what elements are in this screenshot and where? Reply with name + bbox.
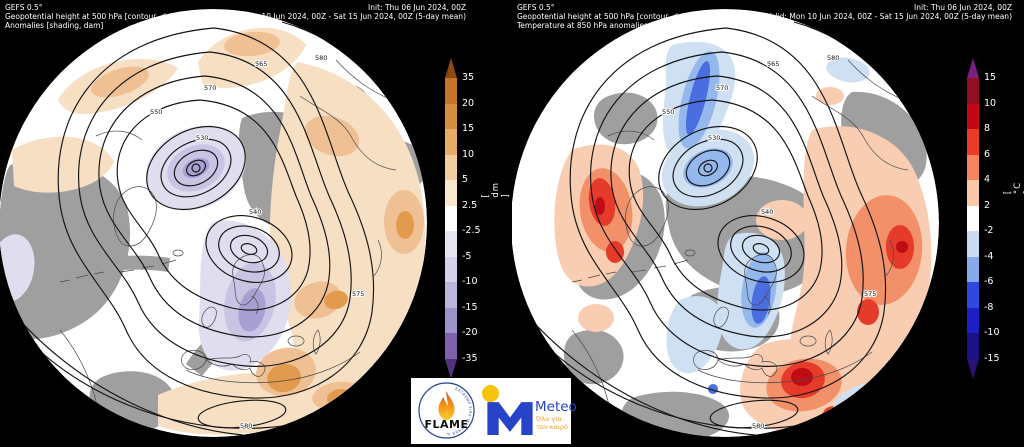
colorbar-segment xyxy=(967,58,979,78)
colorbar-segment xyxy=(445,78,457,104)
colorbar-tick-label: -2 xyxy=(984,225,994,236)
colorbar-segment xyxy=(967,103,979,129)
field-label: Geopotential height at 500 hPa [contour,… xyxy=(5,12,181,21)
valid-time: Valid: Mon 10 Jun 2024, 00Z - Sat 15 Jun… xyxy=(766,12,1012,21)
svg-text:540: 540 xyxy=(761,208,773,216)
colorbar-segment xyxy=(967,358,979,379)
contour-labels: 570 565 580 550 530 540 575 580 xyxy=(149,53,365,431)
colorbar-tick-label: 2 xyxy=(984,199,991,211)
svg-text:580: 580 xyxy=(315,54,327,62)
model-label: GEFS 0.5° xyxy=(5,3,43,12)
panel-geopotential-anomaly: GEFS 0.5° Geopotential height at 500 hPa… xyxy=(0,3,511,437)
svg-text:575: 575 xyxy=(864,290,876,298)
colorbar-tick-label: -15 xyxy=(462,301,478,313)
colorbar-segment xyxy=(445,180,457,206)
colorbar-tick-label: -2.5 xyxy=(462,225,481,236)
svg-text:530: 530 xyxy=(196,134,208,142)
colorbar-segment xyxy=(967,282,979,308)
svg-text:530: 530 xyxy=(708,134,720,142)
run-info-block: Init: Thu 06 Jun 2024, 00Z Valid: Mon 10… xyxy=(766,3,1012,21)
meteo-m-icon xyxy=(487,398,533,439)
colorbar-unit: [ dm ] xyxy=(481,181,511,198)
colorbar-tick-label: 15 xyxy=(984,72,997,83)
colorbar-tick-label: -20 xyxy=(462,327,478,338)
flame-logo: EXTREME FIRE WEATHER & THE FLAME xyxy=(416,379,475,439)
svg-text:565: 565 xyxy=(255,60,267,68)
svg-text:540: 540 xyxy=(249,208,261,216)
colorbar-segment xyxy=(967,256,979,282)
colorbar-tick-label: -10 xyxy=(984,327,1000,338)
init-time: Init: Thu 06 Jun 2024, 00Z xyxy=(914,3,1012,12)
colorbar-tick-label: -8 xyxy=(984,301,994,313)
colorbar-tick-label: -6 xyxy=(984,276,994,287)
panel-temperature-anomaly: GEFS 0.5° Geopotential height at 500 hPa… xyxy=(512,0,1024,447)
colorbar-tick-label: 35 xyxy=(462,72,475,83)
colorbar-segment xyxy=(445,205,457,231)
colorbar-tick-label: -10 xyxy=(462,276,478,287)
colorbar-tick-label: 5 xyxy=(462,174,469,185)
model-label: GEFS 0.5° xyxy=(517,3,555,12)
svg-text:570: 570 xyxy=(716,84,728,92)
flame-wordmark: FLAME xyxy=(424,418,469,431)
contour-labels: 570 565 580 550 530 540 575 580 xyxy=(661,53,877,431)
panel-title-block: GEFS 0.5° Geopotential height at 500 hPa… xyxy=(517,3,700,30)
meteo-dot-icon xyxy=(482,385,499,402)
svg-text:580: 580 xyxy=(752,422,764,430)
colorbar-tick-label: 6 xyxy=(984,148,991,160)
polar-map-height-anomaly: 570 565 580 550 530 540 575 580 xyxy=(0,9,427,437)
colorbar-segment xyxy=(445,231,457,257)
colorbar-segment xyxy=(967,205,979,231)
svg-text:575: 575 xyxy=(352,290,364,298)
meteo-tagline: Όλα για τον καιρό xyxy=(536,415,569,431)
colorbar-tick-label: 10 xyxy=(984,97,997,109)
colorbar-tick-label: 20 xyxy=(462,97,475,109)
colorbar-segment xyxy=(967,154,979,180)
svg-text:565: 565 xyxy=(767,60,779,68)
svg-text:580: 580 xyxy=(240,422,252,430)
colorbar-segment xyxy=(445,282,457,308)
coastlines xyxy=(571,59,909,437)
colorbar-segment xyxy=(967,307,979,333)
colorbar-segment xyxy=(445,154,457,180)
shading-label: Temperature at 850 hPa anomalies [shadin… xyxy=(517,21,700,30)
colorbar-segment xyxy=(967,78,979,104)
field-label: Geopotential height at 500 hPa [contour,… xyxy=(517,12,693,21)
colorbar-segment xyxy=(967,231,979,257)
colorbar-segment xyxy=(445,358,457,379)
colorbar-segment xyxy=(967,333,979,359)
colorbar-segment xyxy=(967,180,979,206)
logo-box: EXTREME FIRE WEATHER & THE FLAME Meteo Ό… xyxy=(411,378,577,444)
flame-logo-graphic: EXTREME FIRE WEATHER & THE xyxy=(416,379,475,439)
colorbar-tick-label: 10 xyxy=(462,148,475,160)
colorbar-unit: [ °C ] xyxy=(1003,181,1024,195)
svg-text:580: 580 xyxy=(827,54,839,62)
colorbar-segment xyxy=(445,307,457,333)
valid-time: Valid: Mon 10 Jun 2024, 00Z - Sat 15 Jun… xyxy=(220,12,466,21)
colorbar-tick-label: 4 xyxy=(984,174,991,185)
colorbar-tick-label: -4 xyxy=(984,250,994,262)
colorbar-tick-label: -35 xyxy=(462,352,478,364)
svg-text:550: 550 xyxy=(150,108,162,116)
colorbar-tick-label: 2.5 xyxy=(462,199,478,211)
colorbar-tick-label: 8 xyxy=(984,123,991,134)
svg-text:550: 550 xyxy=(662,108,674,116)
colorbar-segment xyxy=(445,256,457,282)
run-info-block: Init: Thu 06 Jun 2024, 00Z Valid: Mon 10… xyxy=(220,3,466,21)
colorbar-segment xyxy=(445,58,457,78)
panel-title-block: GEFS 0.5° Geopotential height at 500 hPa… xyxy=(5,3,181,30)
flame-icon xyxy=(438,391,455,421)
svg-text:570: 570 xyxy=(204,84,216,92)
colorbar-segment xyxy=(445,103,457,129)
colorbar-tick-label: -5 xyxy=(462,250,472,262)
meteo-wordmark: Meteo xyxy=(535,399,577,415)
colorbar-segment xyxy=(445,129,457,155)
polar-map-temperature-anomaly: 570 565 580 550 530 540 575 580 xyxy=(512,9,939,437)
colorbar-tick-label: -15 xyxy=(984,352,1000,364)
colorbar-segment xyxy=(967,129,979,155)
shading-label: Anomalies [shading, dam] xyxy=(5,21,104,30)
init-time: Init: Thu 06 Jun 2024, 00Z xyxy=(368,3,466,12)
colorbar-tick-label: 15 xyxy=(462,123,475,134)
colorbar-segment xyxy=(445,333,457,359)
